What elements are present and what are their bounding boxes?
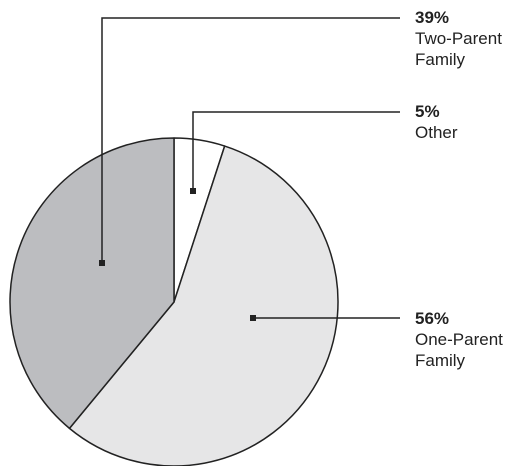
leader-marker	[190, 188, 196, 194]
category-label: Other	[415, 123, 458, 142]
leader-line	[192, 111, 400, 191]
leader-line	[101, 17, 400, 263]
percent-label: 39%	[415, 8, 450, 27]
slice-label: 56% One-Parent Family	[415, 308, 527, 371]
percent-label: 56%	[415, 309, 450, 328]
leader-marker	[250, 315, 256, 321]
slice-label: 5% Other	[415, 101, 527, 143]
pie-slice	[9, 137, 175, 430]
pie-slice	[68, 145, 339, 466]
category-label: Two-Parent Family	[415, 29, 502, 69]
percent-label: 5%	[415, 102, 440, 121]
category-label: One-Parent Family	[415, 330, 503, 370]
slice-label: 39% Two-Parent Family	[415, 7, 527, 70]
leader-marker	[99, 260, 105, 266]
